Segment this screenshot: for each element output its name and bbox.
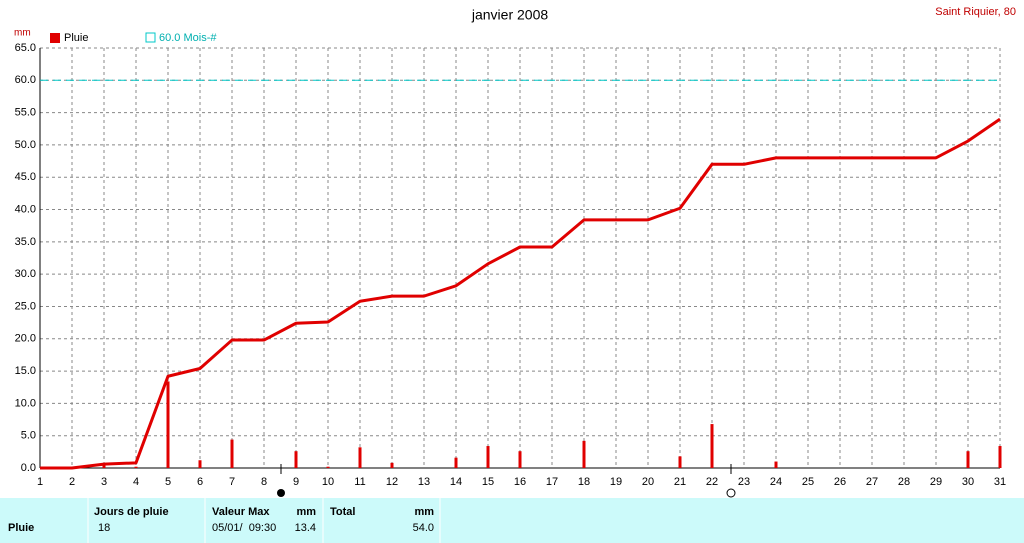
x-tick-label: 15 (482, 476, 494, 488)
table-cell: 18 (98, 522, 110, 534)
y-tick-label: 5.0 (21, 430, 36, 442)
x-tick-label: 16 (514, 476, 526, 488)
x-tick-label: 2 (69, 476, 75, 488)
x-tick-label: 9 (293, 476, 299, 488)
y-tick-label: 10.0 (15, 397, 36, 409)
table-cell: 54.0 (413, 522, 434, 534)
x-tick-label: 11 (354, 476, 365, 488)
x-tick-label: 30 (962, 476, 974, 488)
x-tick-label: 13 (418, 476, 430, 488)
bar (326, 466, 330, 468)
x-tick-label: 28 (898, 476, 910, 488)
table-header: mm (296, 506, 316, 518)
bar (166, 381, 170, 468)
bar (678, 456, 682, 468)
x-tick-label: 14 (450, 476, 462, 488)
x-tick-label: 29 (930, 476, 942, 488)
x-tick-label: 22 (706, 476, 718, 488)
x-tick-label: 5 (165, 476, 171, 488)
y-tick-label: 25.0 (15, 300, 36, 312)
x-tick-label: 8 (261, 476, 267, 488)
x-tick-label: 23 (738, 476, 750, 488)
table-header: Total (330, 506, 355, 518)
chart-title: janvier 2008 (471, 7, 548, 23)
x-tick-label: 24 (770, 476, 782, 488)
y-tick-label: 35.0 (15, 236, 36, 248)
y-tick-label: 20.0 (15, 333, 36, 345)
x-tick-label: 31 (994, 476, 1006, 488)
x-tick-label: 12 (386, 476, 398, 488)
y-tick-label: 0.0 (21, 462, 36, 474)
bar (774, 461, 778, 468)
bar (966, 451, 970, 468)
bar (454, 457, 458, 468)
bar (998, 446, 1002, 468)
y-tick-label: 45.0 (15, 171, 36, 183)
bar (134, 466, 138, 468)
x-tick-label: 18 (578, 476, 590, 488)
x-tick-label: 7 (229, 476, 235, 488)
bar (518, 451, 522, 468)
x-tick-label: 20 (642, 476, 654, 488)
table-dividers (87, 498, 441, 543)
unit-label: mm (14, 28, 31, 39)
legend-label: Pluie (64, 32, 88, 44)
new-moon-icon (277, 489, 285, 497)
bar (582, 440, 586, 468)
summary-table (0, 498, 1024, 543)
x-tick-label: 3 (101, 476, 107, 488)
bar (230, 439, 234, 468)
y-tick-label: 30.0 (15, 268, 36, 280)
table-cell: 05/01/ 09:30 (212, 522, 276, 534)
legend-label: 60.0 Mois-# (159, 32, 217, 44)
cumulative-line (40, 117, 1001, 470)
full-moon-icon (726, 488, 736, 498)
bar (486, 446, 490, 468)
x-tick-label: 4 (133, 476, 139, 488)
bar (102, 464, 106, 468)
x-tick-label: 1 (37, 476, 43, 488)
legend-swatch (145, 32, 156, 43)
y-tick-label: 60.0 (15, 74, 36, 86)
bar (358, 447, 362, 468)
bar (710, 424, 714, 468)
y-tick-label: 55.0 (15, 107, 36, 119)
x-tick-label: 26 (834, 476, 846, 488)
table-header: Jours de pluie (94, 506, 169, 518)
y-tick-label: 40.0 (15, 203, 36, 215)
y-tick-label: 65.0 (15, 42, 36, 54)
table-row-label: Pluie (8, 522, 34, 534)
x-tick-label: 19 (610, 476, 622, 488)
x-tick-label: 21 (674, 476, 686, 488)
bar (390, 462, 394, 468)
bar (294, 451, 298, 468)
x-tick-label: 27 (866, 476, 878, 488)
x-tick-label: 10 (322, 476, 334, 488)
table-cell: 13.4 (295, 522, 316, 534)
station: Saint Riquier, 80 (935, 6, 1016, 18)
x-tick-label: 6 (197, 476, 203, 488)
table-header: Valeur Max (212, 506, 270, 518)
bar (198, 460, 202, 468)
y-tick-label: 50.0 (15, 139, 36, 151)
legend-swatch (50, 33, 60, 43)
y-tick-label: 15.0 (15, 365, 36, 377)
x-tick-label: 25 (802, 476, 814, 488)
x-tick-label: 17 (546, 476, 558, 488)
table-header: mm (414, 506, 434, 518)
